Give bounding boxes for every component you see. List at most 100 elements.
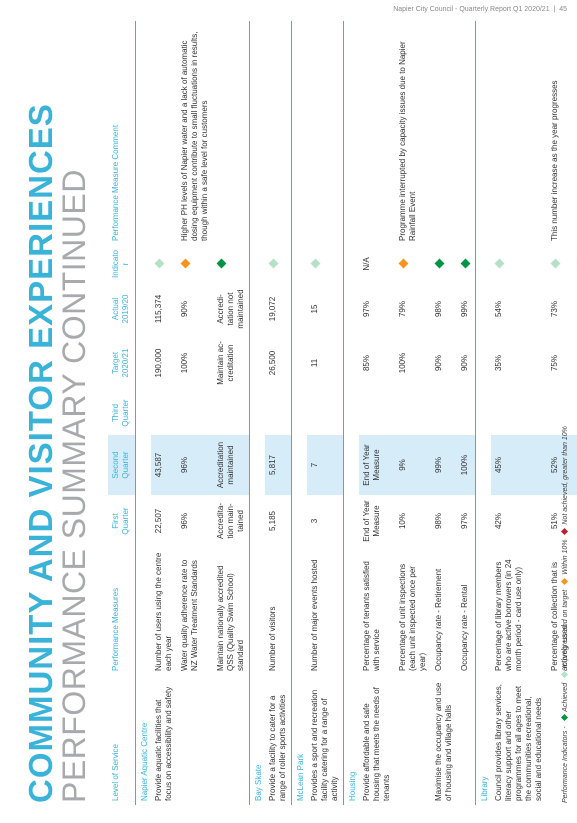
section-row: Napier Aquatic Centre [136, 21, 152, 805]
measure-cell: Occupancy rate - Rental [457, 547, 476, 675]
indicator-cell [177, 245, 213, 283]
target-cell: 35% [494, 355, 503, 372]
measure-cell: Number of major events hosted [307, 547, 344, 675]
level-cell: Provide aquatic facilities that focus on… [154, 686, 173, 801]
second-quarter-cell: 45% [491, 435, 547, 495]
level-cell [395, 675, 431, 805]
col-comment: Performance Measure Comment [108, 21, 136, 245]
third-quarter-cell [177, 391, 213, 435]
table-body: Napier Aquatic Centre Provide aquatic fac… [136, 21, 577, 805]
actual-cell: 90% [180, 301, 189, 318]
col-target: Target 2020/21 [108, 335, 136, 391]
report-header: Napier City Council - Quarterly Report Q… [393, 6, 567, 13]
first-quarter-cell: 22,507 [154, 508, 163, 534]
actual-cell: 54% [494, 301, 503, 318]
third-quarter-cell [307, 391, 344, 435]
comment-cell: Programme interrupted by capacity issues… [398, 41, 417, 241]
second-quarter-cell: 7 [307, 435, 344, 495]
first-quarter-cell: 120 [573, 495, 577, 547]
legend-achieved: Achieved [562, 682, 569, 712]
actual-cell: 115,374 [154, 294, 163, 324]
indicator-cell [213, 245, 250, 283]
measure-cell: Water quality adherence rate to NZ Water… [180, 559, 199, 671]
achieved-diamond-icon [434, 259, 445, 269]
second-quarter-cell: 9% [395, 435, 431, 495]
third-quarter-cell [395, 391, 431, 435]
actual-cell: 99% [457, 283, 476, 335]
measure-cell: Percentage of library members who are ac… [494, 559, 523, 671]
page-number: 45 [559, 6, 567, 13]
first-quarter-cell: 42% [494, 513, 503, 530]
indicator-cell [431, 245, 457, 283]
first-quarter-cell: 5,185 [265, 495, 292, 547]
target-cell: Maintain ac-creditation [213, 335, 250, 391]
third-quarter-cell [213, 391, 250, 435]
third-quarter-cell [431, 391, 457, 435]
first-quarter-cell: 51% [550, 513, 559, 530]
measure-cell: Occupancy rate - Retirement [434, 568, 443, 671]
level-cell [177, 675, 213, 805]
third-quarter-cell [151, 391, 177, 435]
achieved-diamond-icon [460, 259, 471, 269]
section-row: Housing [344, 21, 360, 805]
legend-within10: Within 10% [562, 539, 569, 575]
indicator-cell [307, 245, 344, 283]
third-quarter-cell [491, 391, 547, 435]
second-quarter-cell: 99% [431, 435, 457, 495]
not-achieved-diamond-icon [560, 527, 569, 535]
first-quarter-cell: 10% [398, 513, 407, 530]
actual-cell: 98% [434, 301, 443, 318]
table-row: Provide affordable and safe housing that… [359, 21, 395, 805]
third-quarter-cell [265, 391, 292, 435]
within10-diamond-icon [180, 259, 191, 269]
comment-cell [431, 21, 457, 245]
level-cell [573, 675, 577, 805]
comment-cell: This number increase as the year progres… [550, 80, 559, 241]
table-row: Maintain nationally accredited QSS (Qual… [213, 21, 250, 805]
measure-cell: Maintain nationally accredited QSS (Qual… [213, 547, 250, 675]
first-quarter-cell: Accredita-tion main-tained [213, 495, 250, 547]
indicator-cell [573, 245, 577, 283]
col-actual: Actual 2019/20 [108, 283, 136, 335]
target-cell: 85% [362, 355, 371, 372]
in-progress-diamond-icon [154, 259, 165, 269]
report-name: Napier City Council - Quarterly Report Q… [393, 6, 550, 13]
table-row: Council provides library services, liter… [491, 21, 547, 805]
table-row: Provide aquatic facilities that focus on… [151, 21, 177, 805]
third-quarter-cell [359, 391, 395, 435]
col-level-of-service: Level of Service [108, 675, 136, 805]
level-cell [213, 675, 250, 805]
comment-cell [491, 21, 547, 245]
level-cell: Provides a sport and recreation facility… [307, 675, 344, 805]
first-quarter-cell: 96% [180, 513, 189, 530]
indicator-cell: N/A [359, 245, 395, 283]
section-name: Housing [348, 771, 357, 801]
indicator-cell [491, 245, 547, 283]
table-row: Number of programme sessions delivered f… [573, 21, 577, 805]
legend-prefix: Performance Indicators [562, 730, 569, 803]
section-name: Napier Aquatic Centre [140, 722, 149, 801]
actual-cell: 73% [550, 301, 559, 318]
level-cell [547, 675, 573, 805]
in-progress-diamond-icon [550, 259, 561, 269]
table-row: Maximise the occupancy and use of housin… [431, 21, 457, 805]
level-cell: Provide affordable and safe housing that… [362, 687, 391, 801]
achieved-diamond-icon [560, 714, 569, 722]
comment-cell [359, 21, 395, 245]
indicator-text: N/A [362, 257, 371, 271]
target-cell: 100% [180, 352, 189, 374]
second-quarter-cell: End of Year Measure [359, 435, 395, 495]
table-row: Occupancy rate - Rental 97% 100% 90% 99% [457, 21, 476, 805]
section-row: McLean Park [292, 21, 308, 805]
indicator-cell [547, 245, 573, 283]
within10-diamond-icon [560, 577, 569, 585]
indicator-cell [151, 245, 177, 283]
col-first-quarter: First Quarter [108, 495, 136, 547]
target-cell: 11 [307, 335, 344, 391]
comment-cell: Higher PH levels of Napier water and a l… [180, 31, 209, 241]
legend-in-progress: In progress and on target [562, 589, 569, 668]
in-progress-diamond-icon [310, 259, 321, 269]
comment-cell [213, 21, 250, 245]
table-row: Provide a facility to cater for a range … [265, 21, 292, 805]
